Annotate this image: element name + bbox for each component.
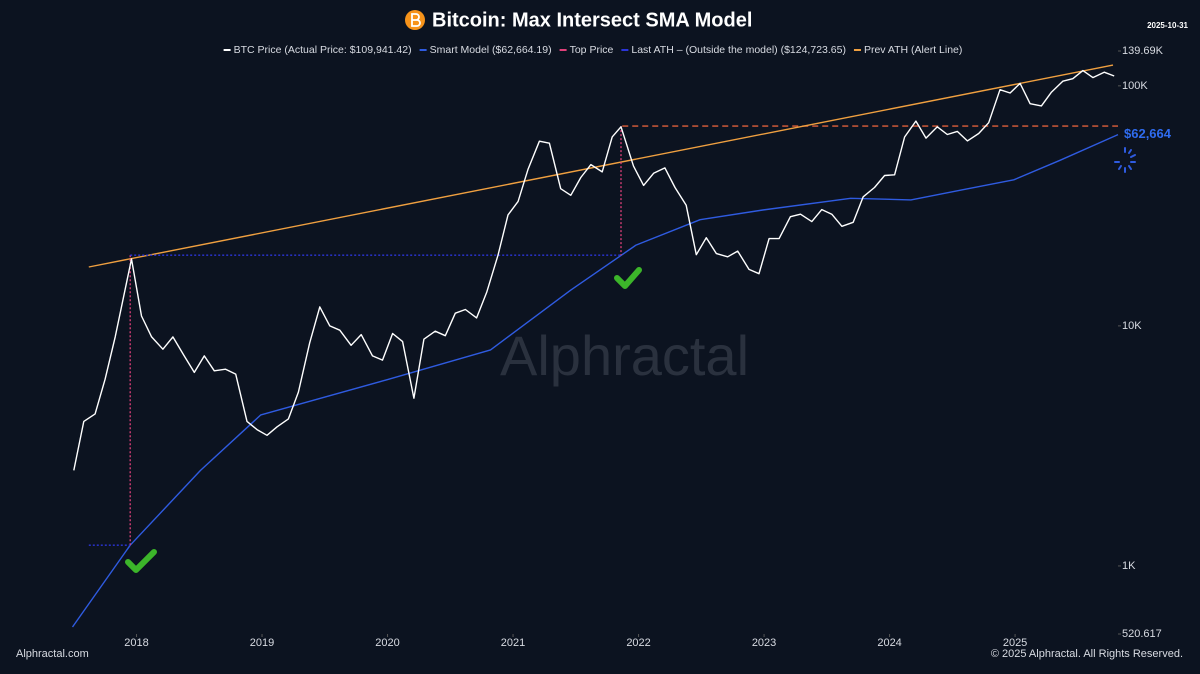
series-line [88, 64, 1114, 268]
series-line [129, 126, 622, 546]
x-tick-label: 2023 [752, 637, 776, 649]
legend-label: BTC Price (Actual Price: $109,941.42) [234, 44, 412, 56]
y-tick-label: 1K [1122, 560, 1136, 572]
date: 2025-10-31 [1147, 21, 1188, 30]
x-tick-label: 2024 [877, 637, 901, 649]
chart-title: Bitcoin: Max Intersect SMA Model [432, 9, 752, 31]
footer-right: © 2025 Alphractal. All Rights Reserved. [991, 648, 1183, 660]
watermark: Alphractal [500, 324, 749, 387]
x-tick-label: 2018 [124, 637, 148, 649]
footer-left: Alphractal.com [16, 648, 89, 660]
x-tick-label: 2025 [1003, 637, 1027, 649]
y-tick-label: 139.69K [1122, 45, 1164, 57]
end-label: $62,664 [1124, 126, 1172, 141]
y-tick-label: 520.617 [1122, 628, 1162, 640]
legend-label: Prev ATH (Alert Line) [864, 44, 962, 56]
legend-label: Last ATH – (Outside the model) ($124,723… [631, 44, 846, 56]
check-marks [125, 267, 642, 573]
x-tick-label: 2022 [626, 637, 650, 649]
bitcoin-icon [405, 10, 425, 30]
legend-label: Top Price [570, 44, 614, 56]
x-tick-label: 2021 [501, 637, 525, 649]
legend: BTC Price (Actual Price: $109,941.42) Sma… [223, 44, 962, 56]
y-tick-label: 100K [1122, 80, 1148, 92]
legend-label: Smart Model ($62,664.19) [430, 44, 552, 56]
series-line [73, 69, 1115, 471]
x-tick-label: 2020 [375, 637, 399, 649]
loading-icon [1114, 147, 1136, 173]
y-tick-label: 10K [1122, 320, 1142, 332]
series-line [71, 133, 1119, 628]
x-tick-label: 2019 [250, 637, 274, 649]
series-line [88, 254, 621, 546]
